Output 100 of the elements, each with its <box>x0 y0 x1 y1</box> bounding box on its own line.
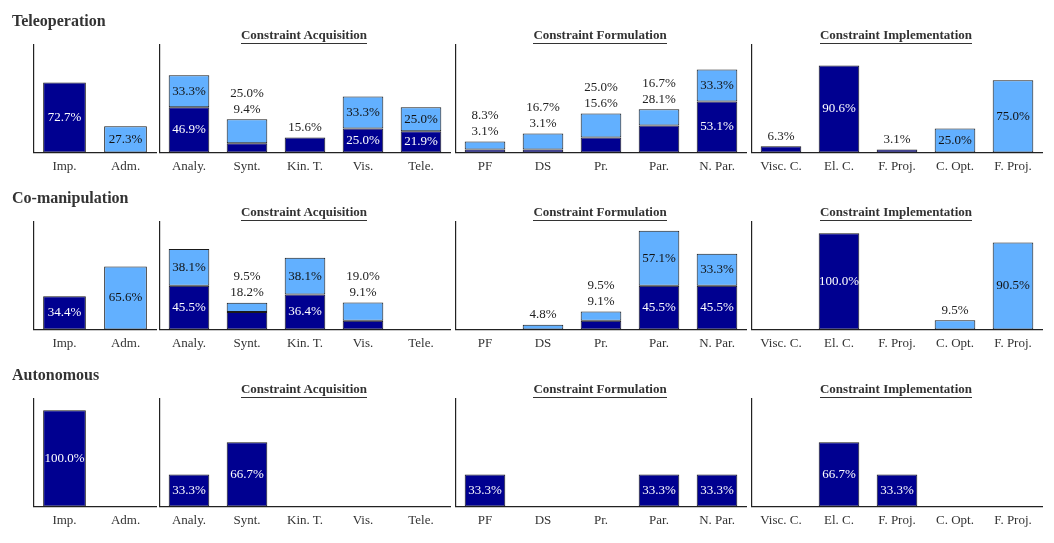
data-label: 90.5% <box>996 277 1030 293</box>
data-label: 33.3% <box>700 481 734 497</box>
x-tick-label: Adm. <box>110 511 141 527</box>
chart-title: Constraint Acquisition <box>240 204 368 221</box>
chart-title: Constraint Formulation <box>533 27 667 44</box>
data-label: 46.9% <box>172 121 206 137</box>
data-label: 33.3% <box>642 481 676 497</box>
x-tick-label: F. Proj. <box>878 334 916 350</box>
x-tick-label: F. Proj. <box>878 157 916 173</box>
data-label: 33.3% <box>346 103 380 119</box>
data-label: 25.0% <box>404 110 438 126</box>
data-label: 66.7% <box>822 465 856 481</box>
data-label: 75.0% <box>996 107 1030 123</box>
x-tick-label: DS <box>534 157 552 173</box>
data-label: 3.1% <box>883 130 911 146</box>
data-label: 27.3% <box>108 130 143 146</box>
x-tick-label: F. Proj. <box>878 511 916 527</box>
x-tick-label: Visc. C. <box>760 511 802 527</box>
x-tick-label: Analy. <box>171 157 207 173</box>
data-label: 33.3% <box>700 76 734 92</box>
data-label: 45.5% <box>642 298 676 314</box>
chart-title: Constraint Acquisition <box>240 27 368 44</box>
data-label: 8.3% <box>471 106 499 122</box>
x-tick-label: El. C. <box>824 334 854 350</box>
data-label: 25.0% <box>584 78 618 94</box>
x-tick-label: Synt. <box>233 334 261 350</box>
x-tick-label: Adm. <box>110 157 141 173</box>
x-tick-label: Imp. <box>52 157 77 173</box>
data-label: 33.3% <box>172 481 206 497</box>
x-tick-label: DS <box>534 511 552 527</box>
x-tick-label: Visc. C. <box>760 334 802 350</box>
x-tick-label: Par. <box>649 157 669 173</box>
data-label: 16.7% <box>642 74 676 90</box>
data-label: 9.1% <box>587 292 615 308</box>
data-label: 15.6% <box>584 94 618 110</box>
x-tick-label: Pr. <box>593 511 609 527</box>
data-label: 21.9% <box>404 133 438 149</box>
x-tick-label: F. Proj. <box>994 511 1032 527</box>
x-tick-label: Vis. <box>352 157 374 173</box>
x-tick-label: Pr. <box>593 157 609 173</box>
data-label: 38.1% <box>288 267 322 283</box>
x-tick-label: El. C. <box>824 511 854 527</box>
x-tick-label: Tele. <box>408 334 434 350</box>
x-tick-label: Imp. <box>52 334 77 350</box>
x-tick-label: PF <box>477 511 493 527</box>
x-tick-label: C. Opt. <box>936 511 974 527</box>
x-tick-label: Visc. C. <box>760 157 802 173</box>
x-tick-label: N. Par. <box>699 511 735 527</box>
x-tick-label: PF <box>477 334 493 350</box>
x-tick-label: Vis. <box>352 334 374 350</box>
x-tick-label: Par. <box>649 511 669 527</box>
data-label: 9.5% <box>941 301 969 317</box>
data-label: 33.3% <box>468 481 502 497</box>
data-label: 33.3% <box>700 261 734 277</box>
x-tick-label: Kin. T. <box>287 157 323 173</box>
x-tick-label: Tele. <box>408 157 434 173</box>
x-tick-label: F. Proj. <box>994 334 1032 350</box>
x-tick-label: Tele. <box>408 511 434 527</box>
data-label: 9.5% <box>233 268 261 284</box>
data-label: 45.5% <box>172 298 206 314</box>
chart-title: Constraint Acquisition <box>240 381 368 398</box>
data-label: 90.6% <box>822 100 856 116</box>
chart-title: Autonomous <box>12 366 100 384</box>
x-tick-label: Imp. <box>52 511 77 527</box>
x-tick-label: Par. <box>649 334 669 350</box>
data-label: 53.1% <box>700 118 734 134</box>
data-label: 36.4% <box>288 303 322 319</box>
data-label: 15.6% <box>288 118 322 134</box>
x-tick-label: DS <box>534 334 552 350</box>
data-label: 33.3% <box>880 481 914 497</box>
x-tick-label: Pr. <box>593 334 609 350</box>
x-tick-label: Analy. <box>171 511 207 527</box>
data-label: 25.0% <box>938 131 972 147</box>
data-label: 100.0% <box>44 449 85 465</box>
data-label: 100.0% <box>818 272 860 288</box>
x-tick-label: Adm. <box>110 334 141 350</box>
chart-title: Teleoperation <box>12 12 106 30</box>
data-label: 9.4% <box>233 100 261 116</box>
chart-title: Constraint Formulation <box>533 204 667 221</box>
data-label: 3.1% <box>471 122 499 138</box>
data-label: 72.7% <box>47 108 82 124</box>
data-label: 65.6% <box>108 289 143 305</box>
x-tick-label: Vis. <box>352 511 374 527</box>
x-tick-label: Kin. T. <box>287 511 323 527</box>
x-tick-label: PF <box>477 157 493 173</box>
data-label: 33.3% <box>172 82 206 98</box>
chart-title: Constraint Formulation <box>533 381 667 398</box>
chart-title: Constraint Implementation <box>819 204 973 221</box>
data-label: 66.7% <box>230 465 264 481</box>
data-label: 45.5% <box>700 298 734 314</box>
data-label: 3.1% <box>529 114 557 130</box>
data-label: 6.3% <box>767 127 795 143</box>
chart-title: Co-manipulation <box>12 189 129 207</box>
data-label: 9.1% <box>349 283 377 299</box>
data-label: 34.4% <box>47 304 82 320</box>
chart-title: Constraint Implementation <box>819 27 973 44</box>
data-label: 25.0% <box>230 84 264 100</box>
data-label: 4.8% <box>529 306 557 322</box>
x-tick-label: C. Opt. <box>936 334 974 350</box>
x-tick-label: N. Par. <box>699 334 735 350</box>
